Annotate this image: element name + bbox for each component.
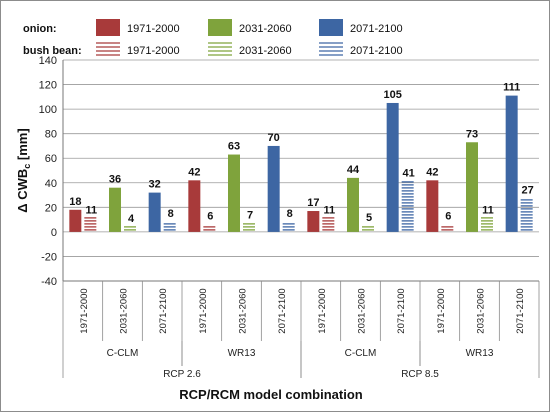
category-label: 2071-2100 bbox=[515, 288, 526, 333]
category-label: 2031-2060 bbox=[357, 288, 368, 333]
bush-bean-bar bbox=[441, 226, 454, 231]
onion-bar bbox=[228, 154, 240, 232]
bush-bean-value-label: 8 bbox=[287, 208, 293, 220]
y-axis-title: Δ CWBc [mm] bbox=[15, 128, 32, 212]
category-label: 1971-2000 bbox=[317, 288, 328, 333]
y-tick-label: 80 bbox=[45, 129, 57, 141]
onion-bar bbox=[505, 95, 518, 232]
bush-bean-bar bbox=[322, 217, 335, 231]
bush-bean-value-label: 11 bbox=[324, 204, 336, 216]
onion-bar bbox=[307, 211, 320, 232]
onion-value-label: 63 bbox=[228, 141, 240, 153]
onion-value-label: 44 bbox=[347, 164, 360, 176]
bush-bean-value-label: 8 bbox=[168, 208, 174, 220]
category-label: 2071-2100 bbox=[277, 288, 288, 333]
bush-bean-value-label: 7 bbox=[247, 209, 253, 221]
onion-bar bbox=[109, 187, 121, 232]
onion-bar bbox=[426, 180, 439, 232]
legend-entry-label: 2031-2060 bbox=[239, 45, 292, 57]
onion-value-label: 111 bbox=[503, 82, 520, 94]
onion-bar bbox=[386, 102, 399, 232]
bush-bean-bar bbox=[163, 223, 176, 231]
legend-row-label: bush bean: bbox=[23, 45, 82, 57]
onion-value-label: 105 bbox=[383, 89, 401, 101]
legend-entry-label: 2071-2100 bbox=[350, 23, 403, 35]
bush-bean-value-label: 11 bbox=[482, 204, 494, 216]
category-label: 2071-2100 bbox=[396, 288, 407, 333]
bush-bean-value-label: 11 bbox=[86, 204, 98, 216]
y-tick-label: 140 bbox=[39, 55, 57, 67]
onion-bar bbox=[69, 209, 82, 232]
bush-bean-bar bbox=[124, 226, 136, 231]
legend-swatch bbox=[208, 19, 232, 36]
bush-bean-value-label: 6 bbox=[445, 211, 451, 223]
legend-entry-label: 2031-2060 bbox=[239, 23, 292, 35]
onion-bar bbox=[347, 177, 359, 232]
bush-bean-bar bbox=[282, 223, 295, 231]
bars bbox=[69, 95, 533, 232]
onion-value-label: 73 bbox=[466, 128, 478, 140]
onion-value-label: 17 bbox=[307, 197, 319, 209]
legend-entry-label: 1971-2000 bbox=[127, 23, 180, 35]
legend-entry-label: 2071-2100 bbox=[350, 45, 403, 57]
y-tick-label: -20 bbox=[41, 251, 57, 263]
y-tick-label: 60 bbox=[45, 153, 57, 165]
model-group-label: C-CLM bbox=[107, 348, 139, 359]
y-tick-label: 20 bbox=[45, 202, 57, 214]
y-tick-label: 100 bbox=[39, 104, 57, 116]
legend-hatch-swatch bbox=[208, 42, 232, 56]
axes bbox=[62, 60, 540, 378]
legend-row-label: onion: bbox=[23, 23, 57, 35]
legend-hatch-swatch bbox=[96, 42, 120, 56]
legend-hatch-swatch bbox=[319, 42, 343, 56]
scenario-group-label: RCP 8.5 bbox=[401, 369, 439, 380]
bush-bean-bar bbox=[203, 226, 216, 231]
legend-swatch bbox=[96, 19, 120, 36]
category-label: 2071-2100 bbox=[158, 288, 169, 333]
onion-value-label: 42 bbox=[188, 166, 200, 178]
legend-swatch bbox=[319, 19, 343, 36]
y-tick-label: -40 bbox=[41, 276, 57, 288]
onion-value-label: 32 bbox=[149, 179, 161, 191]
bush-bean-bar bbox=[401, 181, 414, 231]
onion-value-label: 36 bbox=[109, 174, 121, 186]
axis-labels: -40 -20 0 20 40 60 80 100 120 140 Δ CWBc [mm] 18 11 3… bbox=[15, 55, 534, 402]
model-group-label: C-CLM bbox=[345, 348, 377, 359]
legend: onion: 1971-2000 2031-2060 2071-2100 bush be… bbox=[23, 19, 403, 57]
onion-value-label: 70 bbox=[268, 132, 280, 144]
onion-value-label: 18 bbox=[69, 196, 81, 208]
y-tick-label: 40 bbox=[45, 178, 57, 190]
bush-bean-value-label: 6 bbox=[207, 211, 213, 223]
bush-bean-value-label: 41 bbox=[403, 168, 415, 180]
category-label: 1971-2000 bbox=[198, 288, 209, 333]
bush-bean-bar bbox=[362, 226, 374, 231]
category-label: 2031-2060 bbox=[476, 288, 487, 333]
scenario-group-label: RCP 2.6 bbox=[163, 369, 201, 380]
model-group-label: WR13 bbox=[466, 348, 494, 359]
onion-bar bbox=[466, 142, 478, 232]
category-label: 1971-2000 bbox=[79, 288, 90, 333]
category-label: 2031-2060 bbox=[238, 288, 249, 333]
category-label: 2031-2060 bbox=[119, 288, 130, 333]
bush-bean-value-label: 5 bbox=[366, 212, 372, 224]
legend-entry-label: 1971-2000 bbox=[127, 45, 180, 57]
onion-bar bbox=[188, 180, 201, 232]
bush-bean-value-label: 4 bbox=[128, 213, 135, 225]
bush-bean-value-label: 27 bbox=[522, 185, 534, 197]
y-tick-label: 120 bbox=[39, 80, 57, 92]
onion-bar bbox=[148, 192, 161, 232]
onion-value-label: 42 bbox=[426, 166, 438, 178]
onion-bar bbox=[267, 145, 280, 232]
y-tick-label: 0 bbox=[51, 227, 57, 239]
bush-bean-bar bbox=[481, 217, 493, 231]
x-axis-title: RCP/RCM model combination bbox=[179, 387, 363, 402]
bush-bean-bar bbox=[520, 199, 533, 231]
category-label: 1971-2000 bbox=[436, 288, 447, 333]
model-group-label: WR13 bbox=[228, 348, 256, 359]
bush-bean-bar bbox=[84, 217, 97, 231]
bush-bean-bar bbox=[243, 223, 255, 231]
